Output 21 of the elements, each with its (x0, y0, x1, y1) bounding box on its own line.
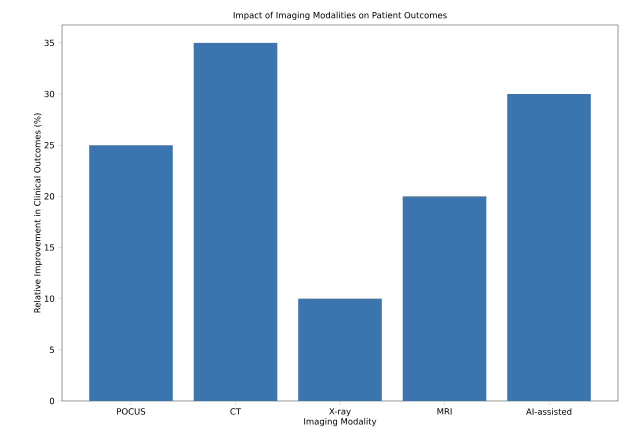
x-tick-label: POCUS (117, 408, 146, 415)
bar (89, 145, 173, 401)
y-tick-label: 0 (50, 398, 54, 404)
y-tick-label: 35 (44, 40, 54, 46)
y-tick-label: 20 (44, 193, 54, 200)
x-tick-label: X-ray (329, 408, 351, 416)
chart-title: Impact of Imaging Modalities on Patient Outcomes (234, 12, 447, 20)
y-axis-title: Relative Improvement in Clinical Outcomes (%) (34, 113, 42, 312)
y-tick-label: 5 (50, 346, 54, 353)
y-tick-label: 10 (44, 295, 54, 302)
y-tick-label: 25 (44, 142, 54, 148)
bar (507, 94, 591, 401)
y-tick-label: 15 (44, 244, 54, 251)
x-tick-label: CT (230, 408, 242, 415)
bar (402, 196, 486, 401)
x-axis-title: Imaging Modality (304, 418, 376, 426)
bar (194, 42, 278, 401)
y-tick-label: 30 (44, 90, 54, 98)
bar (298, 298, 382, 401)
x-tick-label: AI-assisted (526, 408, 572, 415)
x-tick-label: MRI (438, 408, 452, 414)
